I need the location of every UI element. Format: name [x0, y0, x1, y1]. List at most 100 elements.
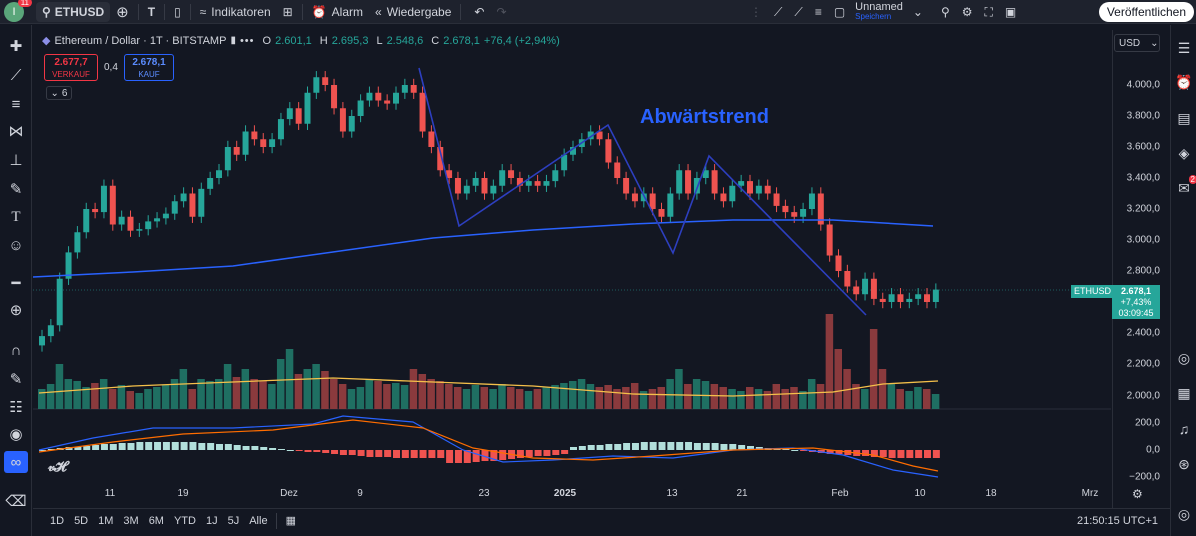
projection-tool[interactable]: ⊥: [4, 149, 28, 171]
candle-body: [844, 271, 851, 287]
indicators-collapse-button[interactable]: ⌄ 6: [46, 86, 72, 100]
macd-histogram-bar: [711, 443, 719, 450]
legend-symbol-title[interactable]: Ethereum / Dollar · 1T · BITSTAMP: [54, 34, 227, 47]
watchlist-button[interactable]: ☰: [1173, 37, 1195, 59]
replay-button[interactable]: « Wiedergabe: [369, 0, 457, 24]
hotlists-button[interactable]: ◎: [1173, 503, 1195, 525]
volume-bar: [471, 385, 480, 409]
undo-button[interactable]: ↶: [468, 0, 490, 24]
range-button-1m[interactable]: 1M: [98, 514, 114, 527]
range-button-1d[interactable]: 1D: [50, 514, 65, 527]
range-button-5j[interactable]: 5J: [227, 514, 240, 527]
goto-date-button[interactable]: ▦: [280, 509, 302, 533]
fullscreen-button[interactable]: ⛶: [979, 0, 999, 24]
time-tick-label: 2025: [553, 488, 577, 499]
volume-bar: [179, 369, 188, 409]
candle-body: [862, 278, 869, 295]
range-button-alle[interactable]: Alle: [249, 514, 268, 527]
brush-tool[interactable]: ✎: [4, 178, 28, 200]
bell-icon: ♫: [1178, 421, 1190, 437]
candle-body: [92, 209, 99, 213]
sell-button[interactable]: 2.677,7 VERKAUF: [44, 54, 98, 81]
hide-drawings-tool[interactable]: ◉: [4, 423, 28, 445]
zoom-tool[interactable]: ⊕: [4, 299, 28, 321]
volume-bar: [241, 369, 250, 409]
candle-body: [791, 212, 798, 217]
indicators-button[interactable]: ≈ Indikatoren: [194, 0, 277, 24]
lock-drawings-tool[interactable]: ☷: [4, 396, 28, 418]
redo-button[interactable]: ↷: [490, 0, 512, 24]
layout-menu-chevron[interactable]: ⌄: [907, 0, 929, 24]
text-tool[interactable]: T: [4, 206, 28, 228]
snapshot-button[interactable]: ▣: [999, 0, 1022, 24]
bar-countdown: 03:09:45: [1118, 308, 1154, 318]
trendline-icon: ⟋: [774, 4, 783, 19]
ray-icon: ⟋: [794, 4, 803, 19]
interval-button[interactable]: T: [142, 0, 161, 24]
range-button-1j[interactable]: 1J: [205, 514, 218, 527]
delete-drawings-tool[interactable]: ⌫: [4, 490, 28, 512]
fib-tool-button[interactable]: ≡: [809, 0, 828, 24]
range-button-3m[interactable]: 3M: [123, 514, 139, 527]
divider: [275, 512, 277, 529]
layout-name-button[interactable]: Unnamed Speichern: [851, 2, 907, 22]
emoji-tool[interactable]: ☺: [4, 234, 28, 256]
volume-bar: [268, 384, 276, 409]
downtrend-drawing[interactable]: [418, 67, 867, 316]
sync-drawings-tool[interactable]: ∞: [4, 451, 28, 473]
symbol-search-button[interactable]: ⚲ ETHUSD: [36, 1, 111, 22]
object-tree-button[interactable]: ▤: [1173, 107, 1195, 129]
ideas-button[interactable]: ◎: [1173, 347, 1195, 369]
compare-symbol-button[interactable]: ⊕: [110, 0, 135, 24]
notifications-button[interactable]: ♫: [1173, 418, 1195, 440]
range-button-5d[interactable]: 5D: [74, 514, 89, 527]
currency-select[interactable]: USD ⌄: [1114, 34, 1160, 52]
magnet-tool[interactable]: ∩: [4, 339, 28, 361]
buy-button[interactable]: 2.678,1 KAUF: [124, 54, 174, 81]
candle-body: [924, 294, 930, 302]
macd-histogram-bar: [136, 442, 144, 450]
pattern-tool[interactable]: ⋈: [4, 120, 28, 142]
clock-timezone[interactable]: 21:50:15 UTC+1: [1076, 514, 1158, 527]
measure-tool[interactable]: ━: [4, 272, 28, 294]
range-button-6m[interactable]: 6M: [148, 514, 164, 527]
price-axis[interactable]: 4.000,0 3.800,0 3.600,0 3.400,0 3.200,0 3.000…: [1112, 30, 1170, 508]
alert-button[interactable]: ⏰ Alarm: [306, 0, 369, 24]
chart-settings-button[interactable]: ⚙: [1132, 487, 1143, 501]
candle-body: [915, 294, 922, 299]
crosshair-tool[interactable]: ✚: [4, 35, 28, 57]
settings-button[interactable]: ⚙: [956, 0, 979, 24]
trendline-tool[interactable]: ⟋: [4, 64, 28, 86]
layers-button[interactable]: ◈: [1173, 142, 1195, 164]
stay-drawing-tool[interactable]: ✎: [4, 368, 28, 390]
chart-type-button[interactable]: ▯: [168, 0, 187, 24]
help-button[interactable]: ⊛: [1173, 453, 1195, 475]
macd-histogram-bar: [906, 450, 914, 458]
bulb-icon: ◎: [1177, 505, 1191, 522]
volume-ma-line: [38, 377, 939, 397]
macd-histogram-bar: [543, 450, 551, 456]
price-chart-canvas[interactable]: [33, 30, 1111, 508]
time-axis[interactable]: 11 19 Dez 9 23 2025 13 21 Feb 10 18 Mrz: [33, 486, 1111, 502]
chat-button[interactable]: ✉ 2: [1173, 175, 1196, 199]
lock-icon: ☷: [9, 399, 23, 416]
layout-select-button[interactable]: ▢: [828, 0, 851, 24]
downtrend-annotation[interactable]: Abwärtstrend: [640, 106, 769, 128]
tradingview-logo[interactable]: 𝓋𝓗: [48, 458, 67, 474]
calendar-range-icon: ▦: [285, 515, 296, 527]
range-button-ytd[interactable]: YTD: [173, 514, 196, 527]
alerts-button[interactable]: ⏰: [1173, 71, 1195, 93]
candle-body: [738, 181, 745, 186]
quick-search-button[interactable]: ⚲: [935, 0, 956, 24]
candle-body: [437, 147, 444, 171]
legend-more-button[interactable]: •••: [239, 34, 255, 47]
user-avatar[interactable]: I 11: [4, 0, 32, 22]
candle-body: [879, 298, 886, 302]
trendline-tool-button[interactable]: ⟋: [768, 0, 788, 24]
publish-button[interactable]: Veröffentlichen: [1098, 2, 1194, 22]
drag-handle[interactable]: ⋮: [750, 5, 762, 19]
templates-button[interactable]: ⊞: [277, 0, 299, 24]
ray-tool-button[interactable]: ⟋: [788, 0, 808, 24]
calendar-button[interactable]: ▦: [1173, 382, 1195, 404]
horizontal-lines-tool[interactable]: ≡: [4, 93, 28, 115]
